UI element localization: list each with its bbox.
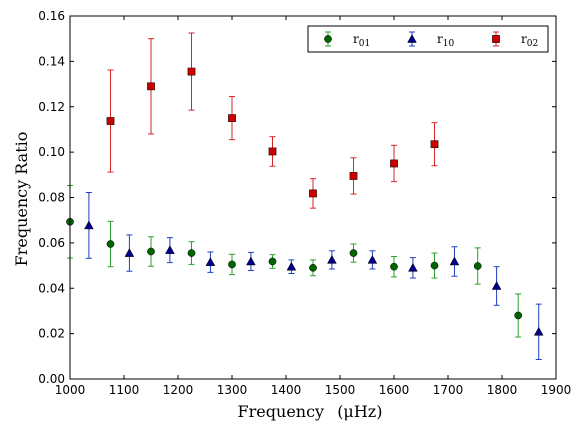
data-point <box>514 311 523 320</box>
y-tick-label: 0.16 <box>38 9 65 23</box>
data-point <box>268 147 277 156</box>
data-point <box>106 240 115 248</box>
y-tick-label: 0.12 <box>38 100 65 114</box>
x-tick-label: 1400 <box>271 383 302 397</box>
x-tick-label: 1800 <box>487 383 518 397</box>
data-point <box>349 249 358 257</box>
y-tick-label: 0.02 <box>38 327 65 341</box>
data-point <box>246 256 256 266</box>
data-point <box>124 248 135 257</box>
x-axis-label: Frequency (μHz) <box>238 402 383 421</box>
y-axis-label: Frequency Ratio <box>12 132 31 267</box>
data-point <box>390 262 398 271</box>
legend-label: r01 <box>353 32 370 49</box>
legend-marker <box>407 34 417 43</box>
y-tick-label: 0.06 <box>38 236 65 250</box>
x-tick-label: 1300 <box>217 383 248 397</box>
data-point <box>165 245 175 254</box>
y-tick-label: 0.00 <box>38 372 65 386</box>
data-point <box>205 257 216 266</box>
data-point <box>309 189 317 198</box>
y-axis: 0.00 0.02 0.04 0.06 0.08 0.10 0.12 0.14 0.16 <box>38 9 556 386</box>
data-point <box>187 67 196 76</box>
data-point <box>390 159 398 168</box>
data-point <box>491 281 502 290</box>
legend-label: r02 <box>521 32 538 49</box>
x-axis-label-unit: (μHz) <box>337 402 382 421</box>
data-points <box>66 32 544 360</box>
legend-entry-r10: r10 <box>407 31 454 49</box>
data-point <box>349 172 358 180</box>
legend: r01 r10 r02 <box>307 25 549 53</box>
y-tick-label: 0.10 <box>38 145 65 159</box>
x-axis-label-text: Frequency <box>238 402 325 421</box>
data-point <box>147 247 155 256</box>
y-tick-label: 0.14 <box>38 54 65 68</box>
data-point <box>187 249 196 257</box>
axes: 1000 1100 1200 1300 1400 1500 1600 1700 1800 1900… <box>38 9 571 397</box>
series-r01 <box>66 184 523 338</box>
data-point <box>268 257 277 266</box>
x-tick-label: 1000 <box>55 383 86 397</box>
x-tick-label: 1700 <box>433 383 464 397</box>
y-tick-label: 0.04 <box>38 281 65 295</box>
y-tick-label: 0.08 <box>38 191 65 205</box>
series-r10 <box>84 192 544 360</box>
legend-marker <box>324 35 332 43</box>
data-point <box>228 260 236 269</box>
legend-label-name: r <box>437 32 443 46</box>
legend-label-subscript: 01 <box>359 39 370 49</box>
data-point <box>430 140 439 149</box>
data-point <box>84 220 94 230</box>
data-point <box>449 256 460 266</box>
data-point <box>147 82 155 91</box>
x-tick-label: 1200 <box>163 383 194 397</box>
legend-box <box>307 25 549 53</box>
data-point <box>106 117 115 125</box>
data-point <box>367 254 378 264</box>
legend-label-name: r <box>353 32 359 46</box>
data-point <box>430 261 439 270</box>
data-point <box>408 262 418 272</box>
series-r02 <box>106 32 439 209</box>
data-point <box>533 326 544 336</box>
x-tick-label: 1500 <box>325 383 356 397</box>
x-tick-label: 1600 <box>379 383 410 397</box>
x-tick-label: 1900 <box>541 383 572 397</box>
legend-label-name: r <box>521 32 527 46</box>
x-tick-label: 1100 <box>109 383 140 397</box>
legend-label: r10 <box>437 32 454 49</box>
x-axis: 1000 1100 1200 1300 1400 1500 1600 1700 1800 1900 <box>55 16 572 397</box>
data-point <box>228 114 236 122</box>
data-point <box>327 254 337 264</box>
legend-marker <box>492 35 500 43</box>
legend-label-subscript: 02 <box>527 39 538 49</box>
data-point <box>309 263 317 272</box>
legend-label-subscript: 10 <box>443 39 455 49</box>
data-point <box>473 262 482 270</box>
legend-entry-r02: r02 <box>492 31 538 49</box>
legend-entry-r01: r01 <box>324 31 370 49</box>
data-point <box>286 261 297 271</box>
